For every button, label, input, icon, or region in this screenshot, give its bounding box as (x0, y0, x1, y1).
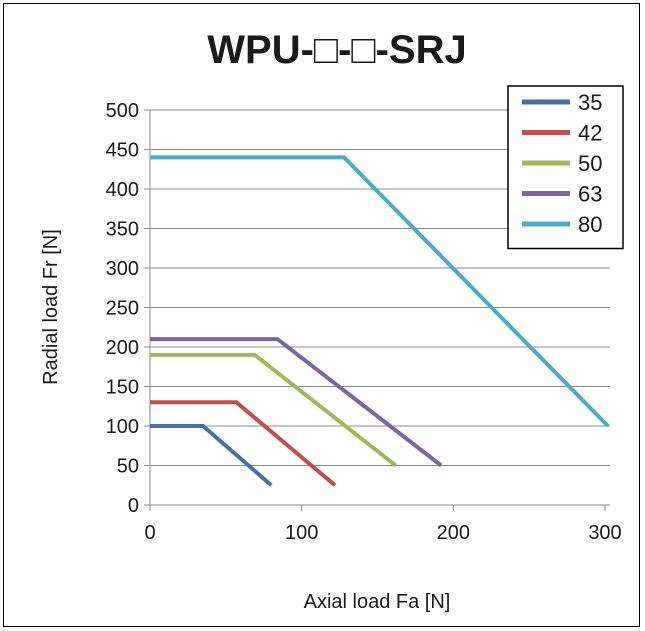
x-tick-labels: 0 100 200 300 (144, 522, 621, 544)
x-tick-label: 100 (285, 522, 318, 544)
y-tick-label: 250 (106, 298, 139, 320)
legend-label-50: 50 (578, 151, 602, 176)
series-line-35 (150, 424, 273, 487)
x-tick-label: 200 (437, 522, 470, 544)
y-tick-label: 450 (106, 140, 139, 162)
y-tick-label: 400 (106, 179, 139, 201)
x-tick-label: 0 (144, 522, 155, 544)
y-tick-label: 0 (128, 495, 139, 517)
y-tick-label: 100 (106, 416, 139, 438)
series-line-50 (150, 352, 397, 468)
y-axis-label: Radial load Fr [N] (40, 229, 62, 385)
legend-box (507, 85, 624, 250)
legend-label-80: 80 (578, 212, 602, 237)
y-tick-labels: 0 50 100 150 200 250 300 350 400 450 500 (106, 100, 139, 517)
legend-label-35: 35 (578, 90, 602, 115)
y-tick-label: 150 (106, 377, 139, 399)
series-lines (150, 155, 610, 487)
series-line-42 (150, 400, 337, 487)
chart-title: WPU-□-□-SRJ (207, 28, 466, 72)
legend: 35 42 50 63 80 (507, 85, 624, 250)
y-tick-label: 300 (106, 258, 139, 280)
x-tick-label: 300 (588, 522, 621, 544)
axes (144, 109, 610, 511)
y-tick-label: 500 (106, 100, 139, 122)
legend-label-42: 42 (578, 121, 602, 146)
y-tick-label: 200 (106, 337, 139, 359)
x-axis-label: Axial load Fa [N] (304, 591, 451, 613)
y-tick-label: 50 (117, 456, 139, 478)
series-line-63 (150, 337, 443, 468)
y-tick-label: 350 (106, 219, 139, 241)
legend-label-63: 63 (578, 182, 602, 207)
series-line-80 (150, 155, 610, 428)
